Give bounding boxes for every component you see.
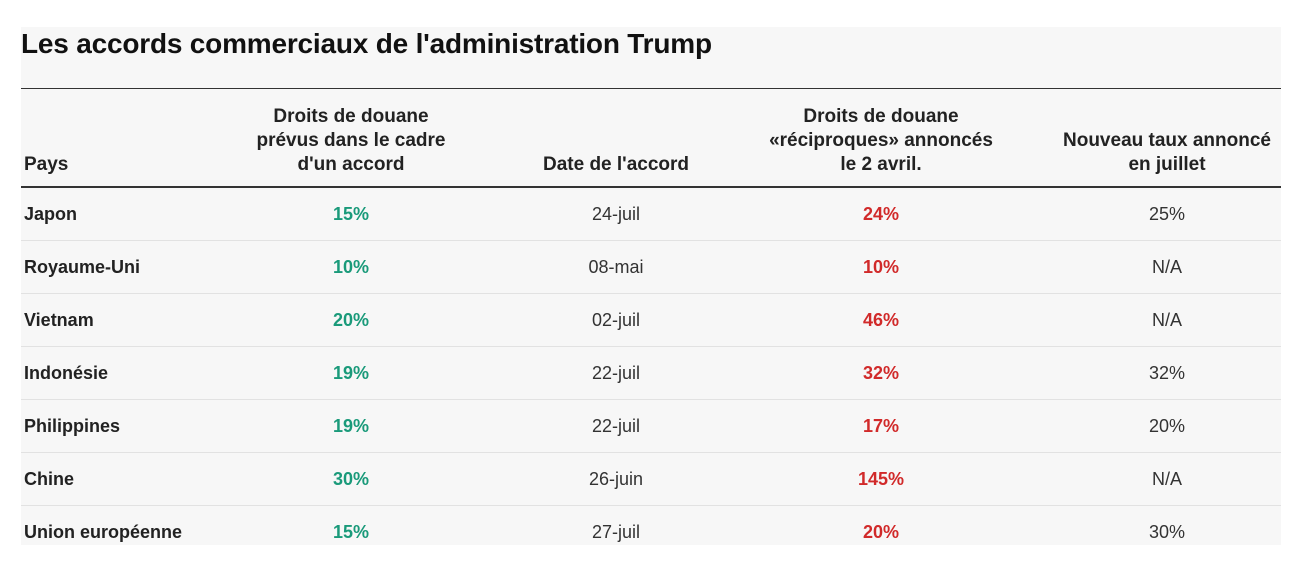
cell-july-rate: 30% <box>1148 522 1186 542</box>
cell-reciprocal-rate: 32% <box>862 363 900 383</box>
cell-pays: Philippines <box>24 416 121 436</box>
cell-accord-rate: 10% <box>332 257 370 277</box>
cell-accord-rate: 19% <box>332 416 370 436</box>
table-row: Chine 30% 26-juin 145% N/A <box>21 453 1281 506</box>
table-header: Pays Droits de douane prévus dans le cad… <box>21 89 1281 187</box>
cell-pays: Union européenne <box>24 522 183 542</box>
cell-july-rate: N/A <box>1151 310 1182 330</box>
column-header-accord-date: Date de l'accord <box>542 154 690 175</box>
cell-pays: Indonésie <box>24 363 109 383</box>
table-body: Japon 15% 24-juil 24% 25% Royaume-Uni 10% 08-ma… <box>21 188 1281 559</box>
cell-reciprocal-rate: 10% <box>862 257 900 277</box>
cell-reciprocal-rate: 20% <box>862 522 900 542</box>
table-row: Union européenne 15% 27-juil 20% 30% <box>21 506 1281 559</box>
cell-accord-date: 08-mai <box>588 257 644 277</box>
cell-pays: Vietnam <box>24 310 94 330</box>
cell-reciprocal-rate: 46% <box>862 310 900 330</box>
cell-accord-date: 26-juin <box>588 469 644 489</box>
page-title: Les accords commerciaux de l'administrat… <box>21 28 712 59</box>
cell-reciprocal-rate: 24% <box>862 204 900 224</box>
cell-accord-date: 02-juil <box>591 310 641 330</box>
table-row: Vietnam 20% 02-juil 46% N/A <box>21 294 1281 347</box>
cell-accord-date: 24-juil <box>591 204 641 224</box>
cell-reciprocal-rate: 17% <box>862 416 900 436</box>
cell-july-rate: N/A <box>1151 257 1182 277</box>
table-row: Japon 15% 24-juil 24% 25% <box>21 188 1281 241</box>
cell-pays: Royaume-Uni <box>24 257 141 277</box>
column-header-july-rate: Nouveau taux annoncé en juillet <box>1063 130 1271 175</box>
cell-pays: Japon <box>24 204 78 224</box>
column-header-accord-rate: Droits de douane prévus dans le cadre d'… <box>256 106 446 175</box>
cell-july-rate: 20% <box>1148 416 1186 436</box>
cell-accord-date: 22-juil <box>591 363 641 383</box>
cell-july-rate: 32% <box>1148 363 1186 383</box>
table-row: Indonésie 19% 22-juil 32% 32% <box>21 347 1281 400</box>
cell-pays: Chine <box>24 469 75 489</box>
column-header-pays: Pays <box>24 154 69 175</box>
cell-accord-rate: 30% <box>332 469 370 489</box>
cell-accord-date: 22-juil <box>591 416 641 436</box>
cell-accord-date: 27-juil <box>591 522 641 542</box>
header-bottom-rule <box>21 186 1281 188</box>
column-header-reciprocal-rate: Droits de douane «réciproques» annoncés … <box>769 106 993 175</box>
cell-accord-rate: 19% <box>332 363 370 383</box>
header-top-rule <box>21 88 1281 89</box>
cell-accord-rate: 20% <box>332 310 370 330</box>
table-row: Royaume-Uni 10% 08-mai 10% N/A <box>21 241 1281 294</box>
cell-july-rate: 25% <box>1148 204 1186 224</box>
cell-accord-rate: 15% <box>332 522 370 542</box>
cell-reciprocal-rate: 145% <box>857 469 905 489</box>
table-row: Philippines 19% 22-juil 17% 20% <box>21 400 1281 453</box>
table-card: Les accords commerciaux de l'administrat… <box>21 27 1281 545</box>
cell-july-rate: N/A <box>1151 469 1182 489</box>
cell-accord-rate: 15% <box>332 204 370 224</box>
